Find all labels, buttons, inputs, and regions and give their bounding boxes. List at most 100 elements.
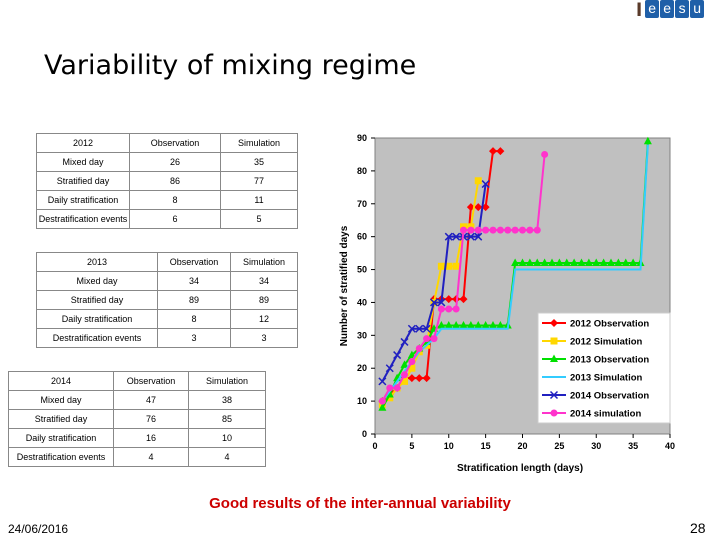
data-point: [407, 374, 416, 383]
table-header-row: 2014 Observation Simulation: [8, 371, 266, 391]
table-cell: 86: [129, 171, 221, 191]
data-point: [474, 203, 483, 212]
data-point: [599, 258, 608, 266]
data-point: [444, 320, 453, 329]
table-cell: Mixed day: [8, 390, 114, 410]
table-row: Stratified day 89 89: [36, 290, 298, 310]
data-point: [378, 403, 387, 411]
data-point: [489, 320, 497, 329]
legend-label: 2014 Observation: [570, 391, 649, 402]
table-row: Mixed day 34 34: [36, 271, 298, 291]
y-tick-label: 60: [357, 232, 367, 242]
table-cell: 8: [129, 190, 221, 210]
table-cell: Destratification events: [8, 447, 114, 467]
data-point: [385, 364, 394, 373]
y-tick-label: 70: [357, 199, 367, 209]
table-row: Daily stratification 8 11: [36, 190, 298, 210]
data-point: [555, 258, 564, 266]
table-cell: 4: [113, 447, 189, 467]
data-point: [474, 177, 482, 185]
table-cell: Simulation: [230, 252, 298, 272]
x-tick-label: 25: [554, 441, 564, 451]
table-cell: 35: [220, 152, 298, 172]
table-cell: 12: [230, 309, 298, 329]
table-cell: 34: [230, 271, 298, 291]
table-cell: 10: [188, 428, 266, 448]
table-2012: 2012 Observation Simulation Mixed day 26…: [36, 133, 298, 229]
legend-item: 2014 Observation: [542, 391, 649, 402]
data-point: [525, 258, 534, 266]
data-point: [422, 374, 431, 383]
x-tick-label: 35: [628, 441, 638, 451]
table-cell: Stratified day: [36, 171, 130, 191]
data-point: [437, 262, 445, 270]
legend-item: 2014 simulation: [542, 409, 641, 420]
table-cell: Destratification events: [36, 209, 130, 229]
data-point: [519, 226, 526, 234]
series-line: [381, 144, 649, 402]
table-2014: 2014 Observation Simulation Mixed day 47…: [8, 371, 266, 467]
table-cell: 26: [129, 152, 221, 172]
slide-title: Variability of mixing regime: [44, 50, 417, 81]
y-tick-label: 90: [357, 133, 367, 143]
data-point: [437, 298, 446, 307]
table-cell: Stratified day: [8, 409, 114, 429]
table-cell: Mixed day: [36, 271, 158, 291]
table-cell: 2013: [36, 252, 158, 272]
data-point: [548, 258, 556, 266]
legend-label: 2013 Simulation: [570, 373, 643, 384]
data-point: [549, 390, 559, 400]
table-cell: 85: [188, 409, 266, 429]
data-point: [496, 226, 504, 234]
data-point: [511, 258, 520, 266]
data-point: [452, 305, 460, 313]
stratification-chart: 0 10 20 30 40 50 60 70 80 90 0 5 10 15 20 25 30 35 40 Numb…: [339, 133, 675, 474]
data-point: [415, 324, 424, 333]
data-point: [489, 147, 497, 156]
data-point: [550, 354, 558, 362]
data-point: [445, 262, 453, 270]
data-point: [577, 258, 586, 266]
data-point: [496, 320, 505, 329]
legend: 2012 Observation 2012 Simulation 2013 Obse…: [537, 312, 671, 424]
data-point: [430, 335, 438, 343]
legend-item: 2012 Observation: [542, 319, 649, 330]
page-number: 28: [690, 520, 706, 536]
series-4: [378, 180, 490, 386]
table-cell: Daily stratification: [8, 428, 114, 448]
x-tick-label: 30: [591, 441, 601, 451]
data-point: [562, 258, 571, 266]
data-point: [378, 377, 387, 386]
data-point: [474, 232, 483, 241]
legend-label: 2012 Simulation: [570, 337, 643, 348]
table-cell: 34: [157, 271, 231, 291]
table-cell: 3: [157, 328, 231, 348]
table-cell: Destratification events: [36, 328, 158, 348]
data-point: [429, 298, 439, 307]
data-point: [550, 409, 558, 417]
table-cell: 2012: [36, 133, 130, 153]
data-point: [423, 335, 431, 343]
table-row: Daily stratification 8 12: [36, 309, 298, 329]
data-point: [444, 232, 453, 241]
data-point: [570, 258, 579, 266]
slide-date: 24/06/2016: [8, 522, 69, 536]
x-tick-label: 40: [665, 441, 675, 451]
table-row: Destratification events 4 4: [8, 447, 266, 467]
table-header-row: 2013 Observation Simulation: [36, 252, 298, 272]
y-tick-label: 20: [357, 363, 367, 373]
data-point: [378, 397, 386, 405]
legend-label: 2012 Observation: [570, 319, 649, 330]
table-cell: 5: [220, 209, 298, 229]
data-point: [541, 150, 549, 158]
data-point: [400, 360, 409, 368]
data-point: [445, 305, 453, 313]
table-row: Stratified day 86 77: [36, 171, 298, 191]
data-point: [385, 390, 394, 398]
data-point: [496, 147, 505, 156]
x-tick-label: 20: [517, 441, 527, 451]
data-point: [415, 374, 424, 383]
x-tick-label: 5: [409, 441, 414, 451]
data-point: [422, 324, 431, 333]
